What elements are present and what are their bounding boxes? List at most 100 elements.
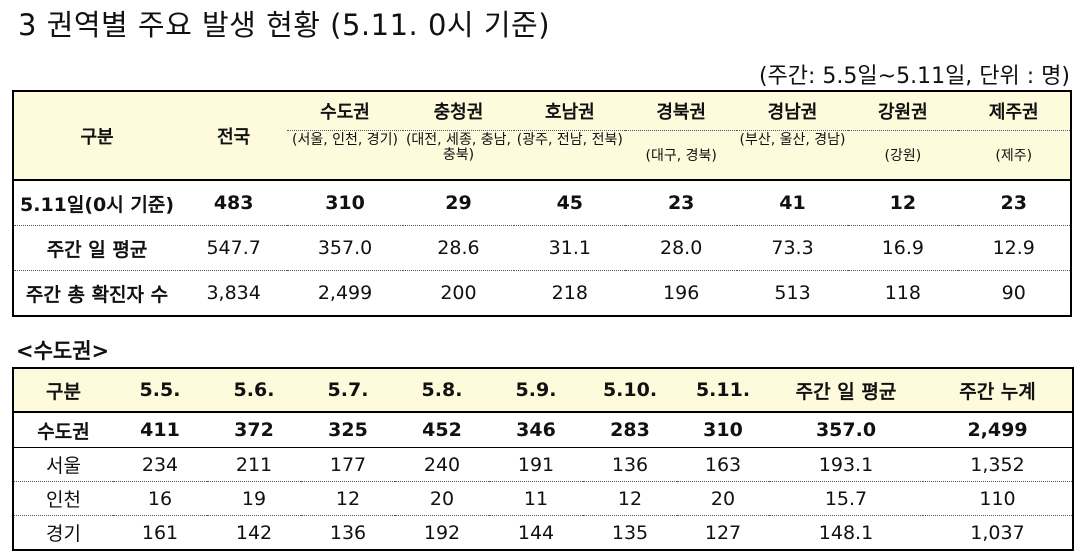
table-row: 서울 234 211 177 240 191 136 163 193.1 1,3… [13, 448, 1073, 482]
cell-value: 144 [489, 515, 583, 550]
cell-value: 31.1 [514, 225, 626, 271]
header-region-detail: (서울, 인천, 경기) [287, 130, 403, 181]
cell-value: 110 [923, 481, 1073, 516]
header-region-name: 강원권 [848, 91, 958, 131]
cell-value: 191 [517, 453, 555, 476]
column-header: 5.9. [489, 368, 583, 413]
cell-value: 45 [514, 179, 626, 226]
cell-value: 310 [287, 179, 403, 226]
column-header: 주간 누계 [923, 368, 1073, 413]
cell-value: 136 [301, 515, 395, 550]
page-title: 3 권역별 주요 발생 현황 (5.11. 0시 기준) [18, 8, 551, 42]
cell-value: 1,352 [970, 453, 1025, 476]
header-region-detail: (부산, 울산, 경남) [736, 130, 849, 181]
table-row: 인천 16 19 12 20 11 12 20 15.7 110 [13, 481, 1073, 516]
cell-value: 357.0 [769, 412, 923, 448]
cell-value: 234 [141, 453, 179, 476]
cell-value: 177 [329, 453, 367, 476]
column-header: 5.10. [583, 368, 677, 413]
cell-value: 196 [625, 270, 737, 316]
cell-value: 23 [957, 179, 1071, 226]
cell-value: 325 [301, 412, 395, 448]
cell-value: 127 [677, 515, 769, 550]
cell-value: 2,499 [923, 412, 1073, 448]
header-region-detail: (강원) [848, 130, 958, 181]
cell-value: 240 [423, 453, 461, 476]
cell-value: 161 [113, 515, 207, 550]
cell-value: 20 [395, 481, 489, 516]
cell-value: 2,499 [287, 270, 403, 316]
cell-value: 218 [514, 270, 626, 316]
cell-value: 16.9 [848, 225, 958, 271]
column-header: 5.5. [113, 368, 207, 413]
column-header: 5.11. [677, 368, 769, 413]
cell-value: 192 [395, 515, 489, 550]
cell-value: 513 [736, 270, 849, 316]
cell-value: 19 [207, 481, 301, 516]
cell-value: 136 [611, 453, 649, 476]
header-region-detail: (광주, 전남, 전북) [514, 130, 626, 181]
cell-value: 135 [583, 515, 677, 550]
cell-value: 12 [301, 481, 395, 516]
cell-value: 163 [704, 453, 742, 476]
header-region-name: 경남권 [736, 91, 849, 131]
header-region-detail: (제주) [957, 130, 1071, 181]
unit-note: (주간: 5.5일~5.11일, 단위 : 명) [758, 64, 1070, 89]
cell-value: 15.7 [769, 481, 923, 516]
header-region-detail: (대구, 경북) [625, 130, 737, 181]
section-title: <수도권> [16, 339, 110, 363]
cell-value: 452 [395, 412, 489, 448]
header-region-detail: (대전, 세종, 충남, 충북) [402, 130, 515, 181]
row-label: 주간 총 확진자 수 [13, 270, 181, 316]
cell-value: 193.1 [818, 453, 874, 476]
cell-value: 90 [957, 270, 1071, 316]
table-header-row: 구분 5.5. 5.6. 5.7. 5.8. 5.9. 5.10. 5.11. … [13, 368, 1073, 413]
cell-value: 483 [180, 179, 288, 226]
cell-value: 1,037 [923, 515, 1073, 550]
cell-value: 310 [677, 412, 769, 448]
cell-value: 283 [583, 412, 677, 448]
column-header: 구분 [13, 368, 113, 413]
regional-status-table: 구분 전국 수도권 충청권 호남권 경북권 경남권 강원권 제주권 (서울, 인… [12, 90, 1072, 317]
table-row: 경기 161 142 136 192 144 135 127 148.1 1,0… [13, 515, 1073, 550]
table-row: 주간 총 확진자 수 3,834 2,499 200 218 196 513 1… [13, 270, 1071, 316]
cell-value: 372 [207, 412, 301, 448]
cell-value: 73.3 [736, 225, 849, 271]
cell-value: 28.0 [625, 225, 737, 271]
header-region-name: 경북권 [625, 91, 737, 131]
header-category: 구분 [13, 91, 181, 181]
table-row: 주간 일 평균 547.7 357.0 28.6 31.1 28.0 73.3 … [13, 225, 1071, 271]
cell-value: 16 [113, 481, 207, 516]
cell-value: 41 [736, 179, 849, 226]
table-row: 5.11일(0시 기준) 483 310 29 45 23 41 12 23 [13, 179, 1071, 226]
column-header: 5.6. [207, 368, 301, 413]
cell-value: 28.6 [402, 225, 515, 271]
cell-value: 12 [583, 481, 677, 516]
row-label: 인천 [13, 481, 113, 516]
row-label: 5.11일(0시 기준) [13, 179, 181, 226]
cell-value: 20 [677, 481, 769, 516]
header-region-name: 제주권 [957, 91, 1071, 131]
cell-value: 118 [848, 270, 958, 316]
column-header: 주간 일 평균 [769, 368, 923, 413]
row-label: 주간 일 평균 [13, 225, 181, 271]
header-region-name: 수도권 [287, 91, 403, 131]
cell-value: 12.9 [957, 225, 1071, 271]
header-region-name: 충청권 [402, 91, 515, 131]
cell-value: 142 [207, 515, 301, 550]
cell-value: 346 [489, 412, 583, 448]
cell-value: 211 [235, 453, 273, 476]
cell-value: 23 [625, 179, 737, 226]
cell-value: 200 [402, 270, 515, 316]
capital-region-table: 구분 5.5. 5.6. 5.7. 5.8. 5.9. 5.10. 5.11. … [12, 367, 1074, 551]
header-region-name: 호남권 [514, 91, 626, 131]
cell-value: 12 [848, 179, 958, 226]
cell-value: 547.7 [180, 225, 288, 271]
row-label: 수도권 [13, 412, 113, 448]
column-header: 5.7. [301, 368, 395, 413]
row-label: 서울 [46, 455, 81, 477]
header-national: 전국 [180, 91, 288, 181]
row-label: 경기 [13, 515, 113, 550]
cell-value: 3,834 [180, 270, 288, 316]
cell-value: 29 [402, 179, 515, 226]
